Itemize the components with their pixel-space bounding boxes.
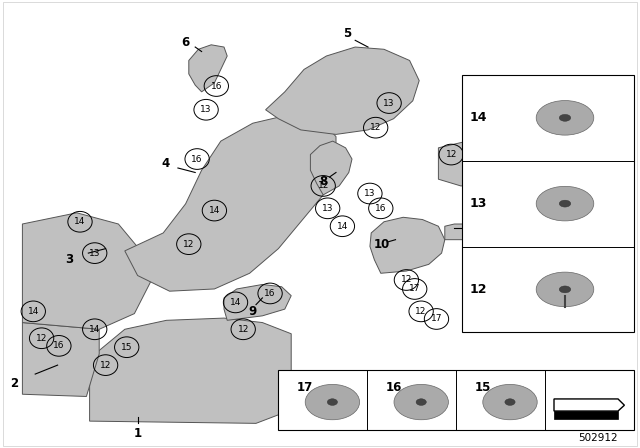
Text: 12: 12: [317, 181, 329, 190]
Ellipse shape: [327, 399, 337, 405]
Ellipse shape: [536, 272, 594, 307]
Polygon shape: [189, 45, 227, 92]
Text: 12: 12: [401, 276, 412, 284]
Text: 12: 12: [469, 283, 487, 296]
Text: 6: 6: [182, 36, 189, 49]
Text: 16: 16: [375, 204, 387, 213]
Text: 14: 14: [469, 112, 487, 125]
Polygon shape: [445, 224, 486, 240]
Text: 14: 14: [89, 325, 100, 334]
Text: 12: 12: [445, 150, 457, 159]
Polygon shape: [554, 411, 618, 419]
Text: 13: 13: [383, 99, 395, 108]
Polygon shape: [90, 318, 291, 423]
Text: 12: 12: [36, 334, 47, 343]
Ellipse shape: [305, 384, 360, 420]
Ellipse shape: [394, 384, 449, 420]
Text: 8: 8: [319, 175, 327, 188]
Polygon shape: [125, 114, 336, 291]
Text: 17: 17: [409, 284, 420, 293]
Text: 3: 3: [65, 253, 73, 267]
Text: 13: 13: [469, 197, 487, 210]
Text: 9: 9: [249, 305, 257, 318]
Ellipse shape: [559, 200, 571, 207]
Ellipse shape: [536, 186, 594, 221]
Text: 12: 12: [183, 240, 195, 249]
Text: 13: 13: [89, 249, 100, 258]
Ellipse shape: [416, 399, 426, 405]
Text: 1: 1: [134, 427, 141, 440]
Ellipse shape: [559, 286, 571, 293]
FancyBboxPatch shape: [462, 75, 634, 332]
Text: 11: 11: [465, 221, 482, 234]
Polygon shape: [266, 47, 419, 134]
Text: 7: 7: [481, 108, 489, 121]
Text: 16: 16: [264, 289, 276, 298]
Polygon shape: [22, 323, 99, 396]
Text: 10: 10: [373, 237, 390, 251]
Text: 15: 15: [121, 343, 132, 352]
Text: 4: 4: [161, 157, 169, 170]
Text: 2: 2: [10, 376, 18, 390]
Text: 16: 16: [191, 155, 203, 164]
Text: 13: 13: [322, 204, 333, 213]
Ellipse shape: [505, 399, 515, 405]
Text: 14: 14: [230, 298, 241, 307]
Text: 16: 16: [385, 381, 402, 394]
Text: 14: 14: [337, 222, 348, 231]
Ellipse shape: [483, 384, 537, 420]
Text: 5: 5: [343, 27, 351, 40]
Polygon shape: [224, 284, 291, 320]
Text: 14: 14: [209, 206, 220, 215]
Text: 502912: 502912: [579, 433, 618, 443]
Text: 13: 13: [364, 189, 376, 198]
Polygon shape: [310, 141, 352, 195]
Text: 13: 13: [200, 105, 212, 114]
Text: 16: 16: [211, 82, 222, 90]
Text: 12: 12: [415, 307, 427, 316]
Polygon shape: [370, 217, 445, 273]
FancyBboxPatch shape: [278, 370, 634, 430]
Text: 12: 12: [370, 123, 381, 132]
Polygon shape: [438, 139, 522, 186]
Text: 14: 14: [74, 217, 86, 226]
Ellipse shape: [559, 114, 571, 121]
Polygon shape: [22, 213, 150, 329]
Text: 14: 14: [28, 307, 39, 316]
Ellipse shape: [536, 100, 594, 135]
Text: 16: 16: [53, 341, 65, 350]
Text: 15: 15: [474, 381, 491, 394]
Text: 12: 12: [237, 325, 249, 334]
Text: 17: 17: [297, 381, 313, 394]
Text: 17: 17: [431, 314, 442, 323]
Text: 12: 12: [100, 361, 111, 370]
